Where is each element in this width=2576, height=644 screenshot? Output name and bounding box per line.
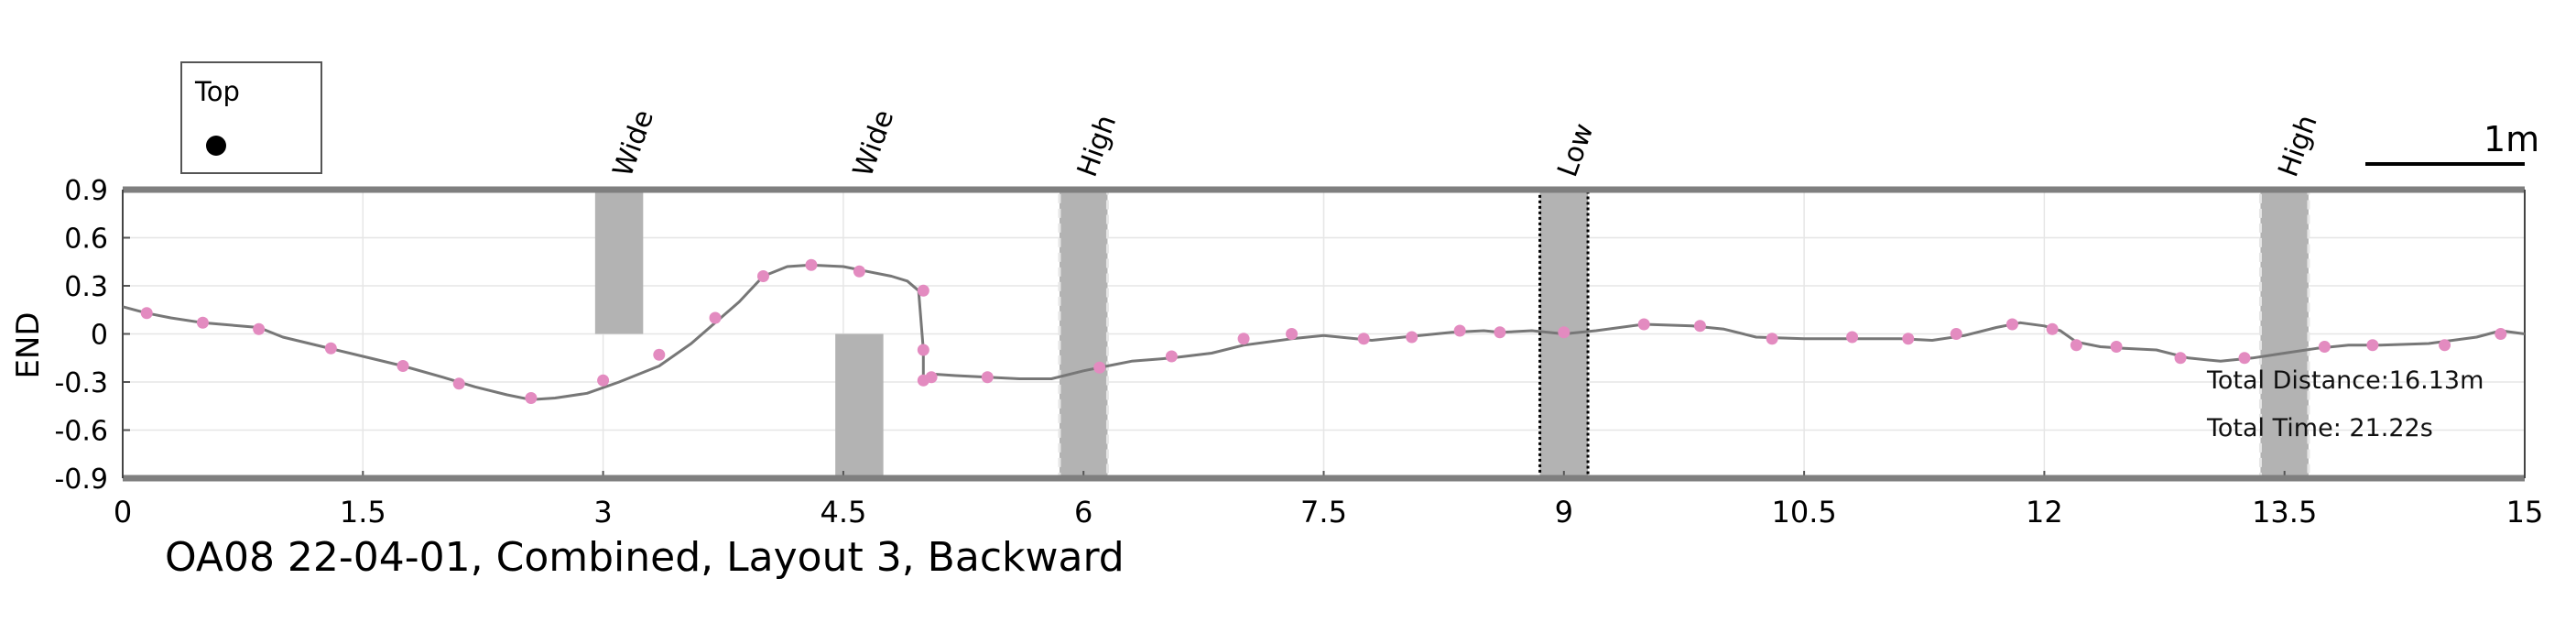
trajectory-marker <box>1846 331 1859 344</box>
trajectory-marker <box>2110 341 2123 353</box>
label-layer: 0 1.5 3 4.5 6 7.5 9 10.5 12 13.5 15 0.9 0.6 0.3 0 -0.3 -… <box>54 105 2543 529</box>
trajectory-marker <box>1453 324 1466 337</box>
scale-bar-label: 1m <box>2484 119 2540 159</box>
x-tick-label: 0 <box>114 495 132 529</box>
trajectory-marker <box>1766 333 1778 345</box>
trajectory-marker <box>853 265 865 278</box>
trajectory-marker <box>653 348 666 361</box>
trajectory-marker <box>1286 328 1299 340</box>
trajectory-marker <box>253 322 266 335</box>
trajectory-marker <box>1693 320 1706 333</box>
trajectory-marker <box>2494 328 2507 340</box>
x-tick-label: 10.5 <box>1771 495 1836 529</box>
zone-rect <box>594 190 644 334</box>
x-tick-label: 15 <box>2506 495 2544 529</box>
trajectory-marker <box>324 342 337 355</box>
trajectory-marker <box>1902 333 1915 345</box>
y-tick-label: -0.3 <box>54 367 108 399</box>
trajectory-marker <box>2046 322 2059 335</box>
trajectory-marker <box>2238 352 2251 365</box>
marker-layer <box>140 258 2507 404</box>
trajectory-marker <box>2005 318 2018 331</box>
trajectory-marker <box>2318 341 2331 353</box>
grid-layer <box>122 189 2526 479</box>
x-tick-label: 6 <box>1074 495 1092 529</box>
zone-label: High <box>2272 111 2323 181</box>
x-tick-label: 1.5 <box>340 495 386 529</box>
trajectory-marker <box>1950 328 1962 340</box>
y-axis-label: END <box>10 311 47 378</box>
trajectory-marker <box>597 374 610 387</box>
trajectory-marker <box>525 392 538 404</box>
trajectory-marker <box>925 371 938 384</box>
zone-rect <box>1058 188 1109 480</box>
zone-label: Low <box>1551 119 1600 180</box>
x-tick-label: 9 <box>1555 495 1573 529</box>
trajectory-marker <box>1406 331 1418 344</box>
orientation-dot-icon <box>206 136 226 156</box>
trajectory-marker <box>917 344 929 356</box>
x-tick-label: 12 <box>2026 495 2063 529</box>
axis-layer <box>122 186 2526 482</box>
trajectory-marker <box>1494 326 1506 339</box>
trajectory-marker <box>2366 339 2379 352</box>
trajectory-marker <box>1558 326 1571 339</box>
trajectory-marker <box>2439 339 2451 352</box>
x-tick-label: 7.5 <box>1300 495 1347 529</box>
trajectory-marker <box>805 258 818 271</box>
x-tick-label: 13.5 <box>2252 495 2317 529</box>
y-tick-label: 0.9 <box>64 175 108 207</box>
y-tick-label: -0.9 <box>54 464 108 496</box>
y-tick-label: -0.6 <box>54 416 108 448</box>
trajectory-marker <box>452 377 465 390</box>
zone-label: Wide <box>607 105 660 180</box>
trajectory-marker <box>1093 361 1106 374</box>
trajectory-marker <box>2070 339 2082 352</box>
total-time: Total Time: 21.22s <box>2207 414 2433 442</box>
y-tick-label: 0.6 <box>64 224 108 256</box>
trajectory-marker <box>196 316 209 329</box>
zone-rect <box>835 333 884 478</box>
trajectory-marker <box>756 270 769 282</box>
trajectory-marker <box>140 307 153 320</box>
x-tick-label: 4.5 <box>820 495 866 529</box>
trajectory-marker <box>397 360 409 372</box>
zone-label: High <box>1071 111 1123 181</box>
trajectory-marker <box>981 371 994 384</box>
trajectory-marker <box>917 284 929 297</box>
trajectory-marker <box>1165 350 1178 363</box>
trajectory-marker <box>1237 333 1250 345</box>
y-tick-label: 0.3 <box>64 271 108 303</box>
trajectory-marker <box>1357 333 1370 345</box>
trajectory-marker <box>709 311 722 324</box>
orientation-legend: Top <box>180 61 322 174</box>
zone-rect <box>2258 188 2310 480</box>
trajectory-line <box>122 263 2526 401</box>
series-layer <box>122 263 2526 401</box>
x-tick-label: 3 <box>593 495 612 529</box>
trajectory-marker <box>1637 318 1650 331</box>
y-tick-label: 0 <box>91 320 108 352</box>
zone-label: Wide <box>847 105 900 180</box>
total-distance: Total Distance:16.13m <box>2207 366 2484 395</box>
orientation-label: Top <box>195 76 240 107</box>
trajectory-marker <box>2174 352 2187 365</box>
figure-caption: OA08 22-04-01, Combined, Layout 3, Backw… <box>165 534 1125 581</box>
